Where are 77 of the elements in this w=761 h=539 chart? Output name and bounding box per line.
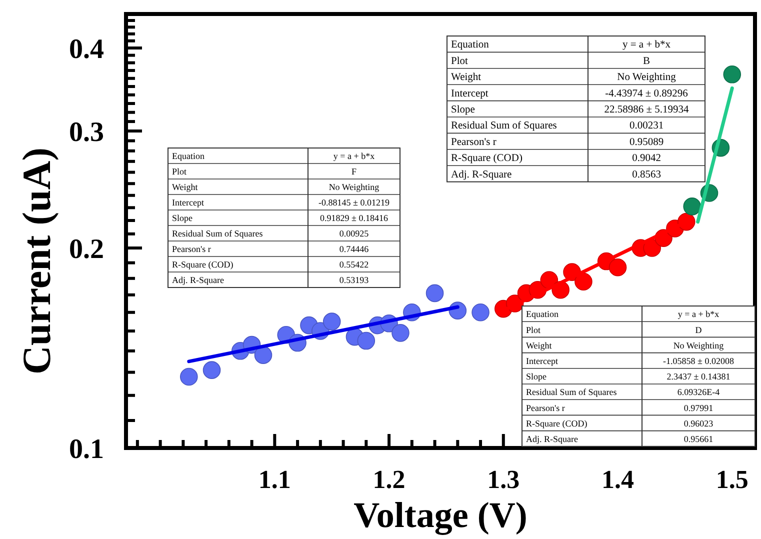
point	[202, 361, 221, 379]
annotation: R-Square (COD)	[526, 418, 588, 428]
annotation: Intercept	[451, 88, 488, 100]
annotation: 0.97991	[684, 402, 714, 413]
point	[472, 303, 490, 322]
x-tick-label: 1.2	[372, 465, 406, 494]
annotation: -0.88145 ± 0.01219	[318, 198, 390, 208]
annotation: y = a + b*x	[333, 151, 376, 162]
point	[426, 284, 444, 302]
annotation: 0.91829 ± 0.18416	[320, 213, 388, 224]
point	[180, 368, 198, 386]
annotation: -4.43974 ± 0.89296	[605, 88, 688, 100]
annotation: Adj. R-Square	[172, 275, 224, 286]
annotation: Equation	[172, 151, 205, 162]
annotation: Residual Sum of Squares	[526, 387, 618, 398]
y-tick-label: 0.2	[69, 234, 104, 265]
annotation: Slope	[451, 104, 476, 116]
annotation: Pearson's r	[172, 244, 211, 254]
annotation: Intercept	[526, 356, 558, 366]
annotation: Weight	[526, 340, 552, 350]
annotation: Intercept	[172, 198, 204, 208]
annotation: R-Square (COD)	[172, 260, 234, 270]
point	[322, 312, 341, 330]
annotation: 0.00925	[339, 228, 370, 239]
annotation: 0.74446	[339, 244, 370, 254]
x-axis-title: Voltage (V)	[354, 495, 528, 535]
y-tick-label: 0.1	[69, 434, 104, 465]
annotation: Slope	[526, 372, 547, 382]
point	[254, 346, 272, 364]
annotation: 22.58986 ± 5.19934	[604, 104, 690, 116]
annotation: 0.95089	[629, 136, 664, 148]
annotation: No Weighting	[617, 72, 677, 84]
y-axis-title: Current (uA)	[14, 147, 59, 375]
point	[683, 198, 701, 216]
x-tick-label: 1.4	[602, 465, 634, 494]
point	[608, 258, 627, 276]
annotation: Plot	[451, 56, 468, 67]
annotation: Pearson's r	[526, 402, 565, 413]
annotation: Slope	[172, 213, 193, 224]
annotation: 0.9042	[632, 153, 661, 164]
point	[723, 66, 742, 84]
annotation: Adj. R-Square	[526, 434, 578, 444]
annotation: Residual Sum of Squares	[451, 120, 557, 132]
annotation: Adj. R-Square	[451, 169, 512, 180]
annotation: 6.09326E-4	[677, 387, 720, 398]
annotation: Pearson's r	[451, 136, 497, 148]
x-tick-label: 1.3	[487, 465, 520, 494]
annotation: -1.05858 ± 0.02008	[663, 356, 734, 366]
annotation: 0.8563	[632, 169, 661, 180]
annotation: F	[351, 166, 357, 177]
annotation: 0.00231	[629, 120, 664, 132]
point	[392, 324, 410, 342]
annotation: Plot	[526, 324, 542, 335]
x-tick-label: 1.5	[716, 465, 748, 494]
annotation: 0.53193	[339, 275, 370, 286]
annotation: Equation	[451, 40, 490, 51]
annotation: y = a + b*x	[678, 309, 720, 320]
annotation: 0.95661	[684, 434, 714, 444]
annotation: No Weighting	[673, 340, 724, 350]
annotation: Plot	[172, 166, 188, 177]
annotation: Weight	[172, 182, 198, 192]
point	[574, 272, 592, 291]
annotation: R-Square (COD)	[451, 153, 523, 164]
annotation: No Weighting	[328, 182, 380, 192]
y-tick-label: 0.4	[69, 34, 104, 65]
annotation: 0.55422	[339, 260, 369, 270]
annotation: Residual Sum of Squares	[172, 228, 264, 239]
annotation: Equation	[526, 309, 559, 320]
x-tick-label: 1.1	[258, 465, 291, 494]
annotation: 0.96023	[684, 418, 714, 428]
annotation: Weight	[451, 72, 482, 84]
annotation: y = a + b*x	[622, 40, 672, 51]
point	[357, 332, 376, 350]
annotation: B	[642, 56, 650, 67]
y-tick-label: 0.3	[69, 116, 104, 148]
annotation: 2.3437 ± 0.14381	[666, 372, 730, 382]
annotation: D	[695, 324, 702, 335]
